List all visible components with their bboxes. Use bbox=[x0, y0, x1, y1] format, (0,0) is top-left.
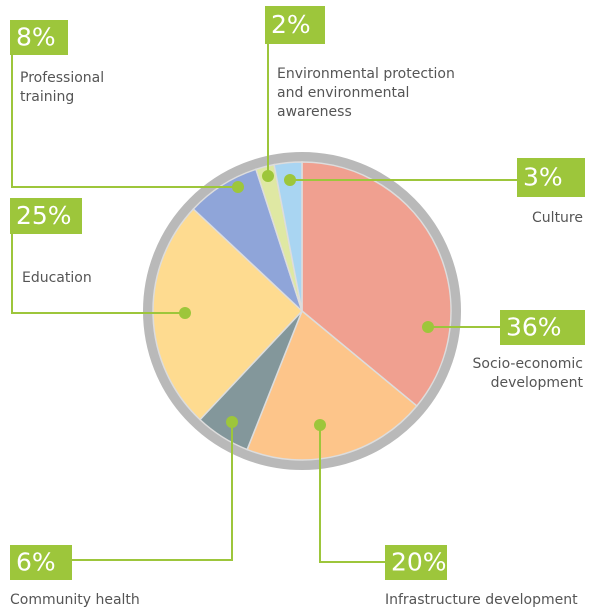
category-label: development bbox=[491, 375, 584, 391]
pie-ring bbox=[143, 152, 461, 470]
category-label: Infrastructure development bbox=[385, 592, 578, 608]
category-label: Environmental protection bbox=[277, 66, 455, 82]
connector-dot bbox=[232, 181, 244, 193]
connector bbox=[319, 425, 385, 563]
percent-box bbox=[385, 545, 447, 580]
category-label: Socio-economic bbox=[473, 356, 583, 372]
percent-box bbox=[500, 310, 585, 345]
percent-label: 6% bbox=[16, 548, 56, 577]
category-label: Culture bbox=[532, 210, 583, 226]
connector-dot bbox=[179, 307, 191, 319]
percent-label: 8% bbox=[16, 23, 56, 52]
pie-slice bbox=[273, 161, 303, 312]
pie-slice bbox=[301, 161, 452, 408]
percent-box bbox=[10, 198, 82, 234]
category-label: Professional bbox=[20, 70, 104, 86]
connector-dot bbox=[262, 170, 274, 182]
connector bbox=[11, 55, 238, 188]
percent-box bbox=[10, 20, 68, 55]
connector bbox=[72, 422, 233, 561]
percent-label: 3% bbox=[523, 163, 563, 192]
category-label: training bbox=[20, 89, 74, 105]
connector-dot bbox=[226, 416, 238, 428]
percent-label: 20% bbox=[391, 548, 447, 577]
category-label: and environmental bbox=[277, 85, 409, 101]
connector-dot bbox=[314, 419, 326, 431]
percent-label: 36% bbox=[506, 313, 562, 342]
percent-box bbox=[517, 158, 585, 197]
percent-box bbox=[10, 545, 72, 580]
connector bbox=[11, 234, 185, 314]
percent-label: 25% bbox=[16, 201, 72, 230]
percent-box bbox=[265, 6, 325, 44]
percent-label: 2% bbox=[271, 10, 311, 39]
connector-dot bbox=[422, 321, 434, 333]
connector-dot bbox=[284, 174, 296, 186]
pie-slice bbox=[246, 309, 418, 461]
category-label: Education bbox=[22, 270, 92, 286]
category-label: awareness bbox=[277, 104, 352, 120]
pie-slice bbox=[152, 207, 304, 421]
category-label: Community health bbox=[10, 592, 140, 608]
